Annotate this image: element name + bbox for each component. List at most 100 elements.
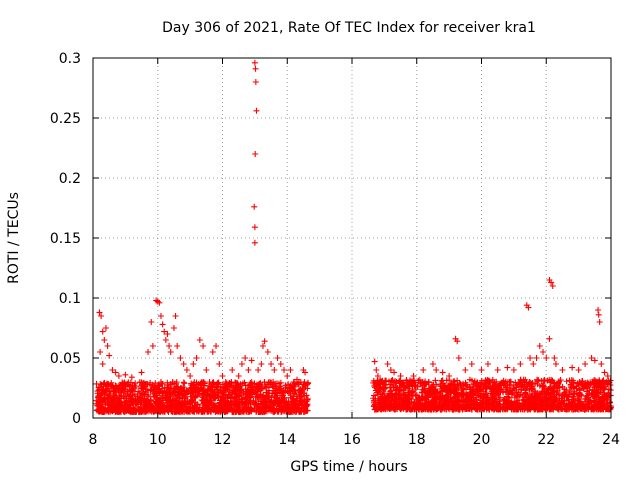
data-point xyxy=(466,405,473,412)
data-point xyxy=(410,373,417,379)
data-point xyxy=(496,406,503,413)
data-point xyxy=(585,382,592,389)
data-point xyxy=(383,377,390,384)
data-point xyxy=(157,313,164,319)
data-point xyxy=(455,355,462,361)
data-point xyxy=(444,387,451,394)
data-point xyxy=(569,364,576,371)
data-point xyxy=(410,401,417,408)
data-point xyxy=(588,391,595,398)
data-point xyxy=(432,394,439,401)
data-point xyxy=(301,399,308,406)
data-point xyxy=(540,377,547,384)
data-point xyxy=(537,391,544,398)
data-point xyxy=(561,391,568,398)
data-point xyxy=(216,387,223,394)
data-point xyxy=(229,367,236,373)
data-point xyxy=(95,392,102,399)
data-point xyxy=(228,399,235,406)
data-point xyxy=(256,394,263,401)
data-point xyxy=(122,383,129,390)
data-point xyxy=(277,383,284,390)
data-point xyxy=(415,395,422,402)
data-point xyxy=(127,379,134,386)
data-point xyxy=(143,402,150,409)
data-point xyxy=(258,361,265,367)
data-point xyxy=(97,349,104,355)
data-point xyxy=(281,408,288,415)
data-point xyxy=(370,379,377,386)
data-point xyxy=(384,361,391,367)
data-point xyxy=(374,389,381,396)
data-point xyxy=(101,391,108,398)
data-point xyxy=(274,355,281,361)
data-point xyxy=(119,379,126,386)
data-point xyxy=(601,391,608,398)
data-point xyxy=(281,394,288,401)
x-tick-label: 16 xyxy=(343,432,361,448)
y-tick-label: 0.3 xyxy=(59,51,81,67)
data-point xyxy=(393,378,400,385)
data-point xyxy=(183,367,190,373)
data-point xyxy=(422,389,429,396)
data-point xyxy=(420,367,427,373)
data-point xyxy=(254,386,261,393)
data-point xyxy=(121,395,128,402)
data-point xyxy=(398,392,405,399)
data-point xyxy=(497,394,504,401)
data-point xyxy=(510,383,517,390)
data-point xyxy=(104,343,111,349)
data-point xyxy=(237,386,244,393)
data-point xyxy=(234,399,241,406)
data-point xyxy=(423,403,430,410)
data-point xyxy=(156,299,163,306)
data-point xyxy=(252,65,259,72)
data-point xyxy=(150,405,157,412)
data-point xyxy=(217,386,224,393)
data-point xyxy=(97,403,104,410)
data-point xyxy=(210,394,217,401)
data-point xyxy=(175,388,182,395)
data-point xyxy=(374,405,381,412)
data-point xyxy=(243,388,250,395)
data-point xyxy=(452,394,459,401)
data-point xyxy=(559,367,566,373)
data-point xyxy=(571,389,578,396)
data-point xyxy=(559,405,566,412)
data-point xyxy=(166,343,173,349)
data-point xyxy=(190,408,197,415)
data-point xyxy=(255,408,262,415)
data-point xyxy=(192,403,199,410)
data-point xyxy=(598,399,605,406)
data-point xyxy=(194,407,201,414)
data-point xyxy=(182,391,189,398)
data-point xyxy=(155,382,162,389)
axis-ticks xyxy=(92,57,612,419)
data-point xyxy=(436,390,443,397)
data-point xyxy=(128,374,135,381)
data-point xyxy=(524,399,531,406)
data-point xyxy=(418,389,425,396)
data-point xyxy=(108,383,115,390)
data-point xyxy=(105,381,112,388)
data-point xyxy=(591,357,598,364)
data-point xyxy=(591,402,598,409)
data-point xyxy=(400,380,407,387)
data-point xyxy=(138,407,145,414)
data-point xyxy=(252,151,259,157)
chart-title: Day 306 of 2021, Rate Of TEC Index for r… xyxy=(162,20,536,36)
data-point xyxy=(96,408,103,415)
data-point xyxy=(390,402,397,409)
x-tick-label: 20 xyxy=(473,432,491,448)
data-point xyxy=(128,387,135,394)
data-point xyxy=(286,385,293,392)
data-point xyxy=(215,381,222,388)
data-point xyxy=(227,394,234,401)
data-point xyxy=(591,381,598,388)
data-point xyxy=(468,361,475,367)
data-point xyxy=(556,398,563,405)
data-point xyxy=(249,399,256,406)
data-point xyxy=(172,313,179,319)
data-point xyxy=(220,405,227,412)
